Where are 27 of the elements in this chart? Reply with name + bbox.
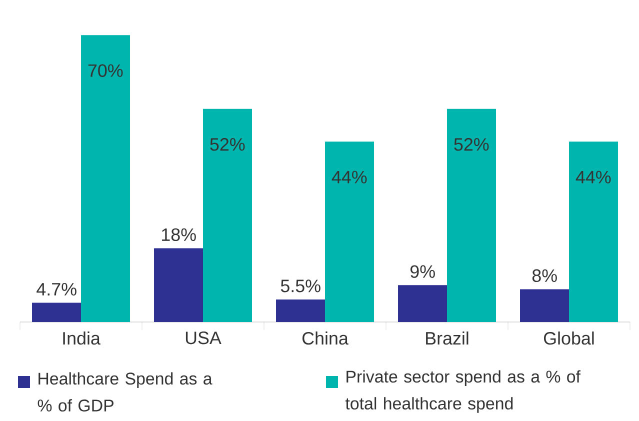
data-label: 8%: [532, 269, 557, 282]
bar: [276, 299, 326, 322]
x-tick-label: India: [63, 332, 100, 345]
data-label: 44%: [332, 170, 367, 184]
data-label: 52%: [454, 138, 489, 151]
data-label: 70%: [88, 64, 123, 77]
x-tick-label: China: [302, 332, 348, 345]
bar: [520, 289, 570, 322]
bar: [81, 35, 130, 322]
bar: [154, 248, 204, 322]
data-label: 18%: [162, 228, 196, 242]
bar: [203, 108, 252, 322]
bar: [325, 142, 374, 322]
legend-label: Healthcare Spend as a % of GDP: [38, 372, 212, 412]
bar: [398, 285, 448, 322]
bar: [32, 302, 82, 322]
x-tick-label: Global: [544, 332, 594, 345]
legend-label: Private sector spend as a % of total healthcare spend: [345, 370, 581, 413]
x-tick-label: USA: [186, 332, 222, 344]
data-label: 52%: [210, 138, 245, 151]
x-tick-label: Brazil: [426, 332, 468, 345]
bar: [447, 108, 496, 322]
data-label: 44%: [576, 170, 611, 184]
data-label: 4.7%: [36, 282, 76, 296]
data-label: 5.5%: [280, 280, 320, 292]
bar: [569, 142, 618, 322]
data-label: 9%: [410, 265, 435, 278]
